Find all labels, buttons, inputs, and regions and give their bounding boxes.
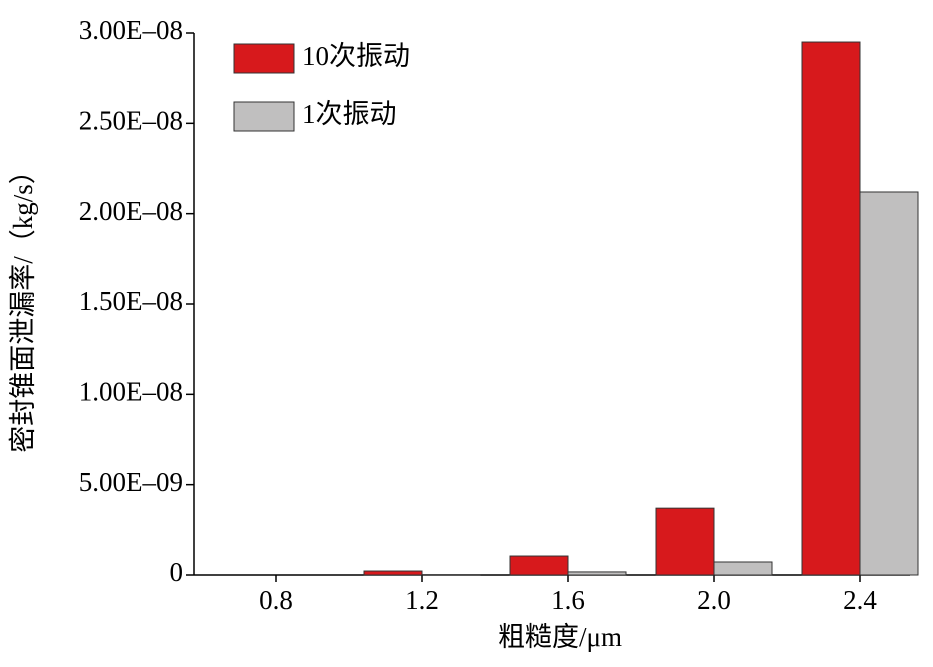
legend-label: 10次振动 <box>302 41 410 71</box>
x-tick-label: 1.2 <box>405 585 439 615</box>
x-tick-label: 0.8 <box>259 585 293 615</box>
x-tick-label: 1.6 <box>551 585 585 615</box>
y-tick-label: 0 <box>170 557 184 587</box>
legend-swatch <box>233 101 295 132</box>
y-tick-label: 5.00E–09 <box>79 467 183 497</box>
bar <box>713 561 773 576</box>
y-tick-label: 2.00E–08 <box>79 196 183 226</box>
y-tick-label: 3.00E–08 <box>79 15 183 45</box>
y-tick-label: 1.00E–08 <box>79 377 183 407</box>
y-tick-label: 1.50E–08 <box>79 286 183 316</box>
y-tick-label: 2.50E–08 <box>79 106 183 136</box>
x-tick-label: 2.0 <box>697 585 731 615</box>
y-axis-label: 密封锥面泄漏率/（kg/s） <box>8 157 38 453</box>
legend-label: 1次振动 <box>302 99 397 129</box>
x-tick-label: 2.4 <box>843 585 877 615</box>
legend-swatch <box>233 43 295 74</box>
bar <box>655 507 715 576</box>
x-axis-label: 粗糙度/μm <box>498 622 622 652</box>
bar <box>509 555 569 576</box>
bar <box>801 41 861 576</box>
bar <box>363 570 423 576</box>
bar <box>567 571 627 576</box>
bar <box>859 191 919 576</box>
